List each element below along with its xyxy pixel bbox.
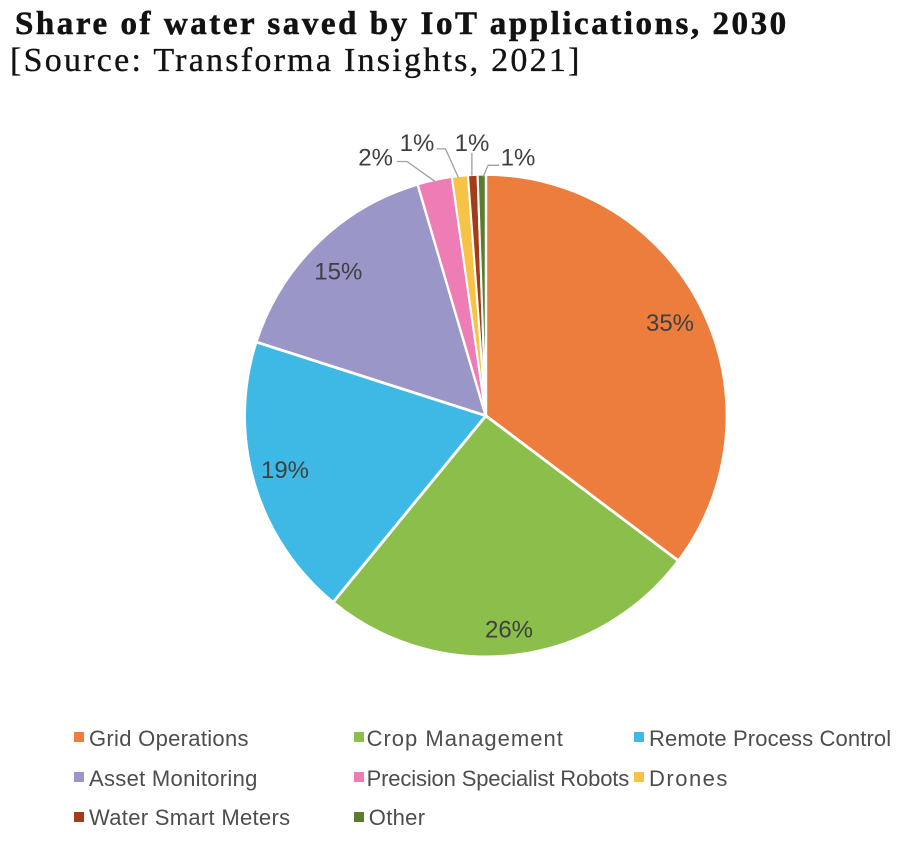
svg-text:35%: 35% (646, 310, 694, 337)
svg-text:2%: 2% (358, 145, 393, 172)
svg-text:1%: 1% (455, 130, 490, 157)
svg-text:19%: 19% (261, 457, 309, 484)
svg-text:1%: 1% (400, 130, 435, 157)
svg-text:15%: 15% (314, 259, 362, 286)
svg-text:26%: 26% (485, 617, 533, 644)
svg-text:1%: 1% (501, 145, 536, 172)
